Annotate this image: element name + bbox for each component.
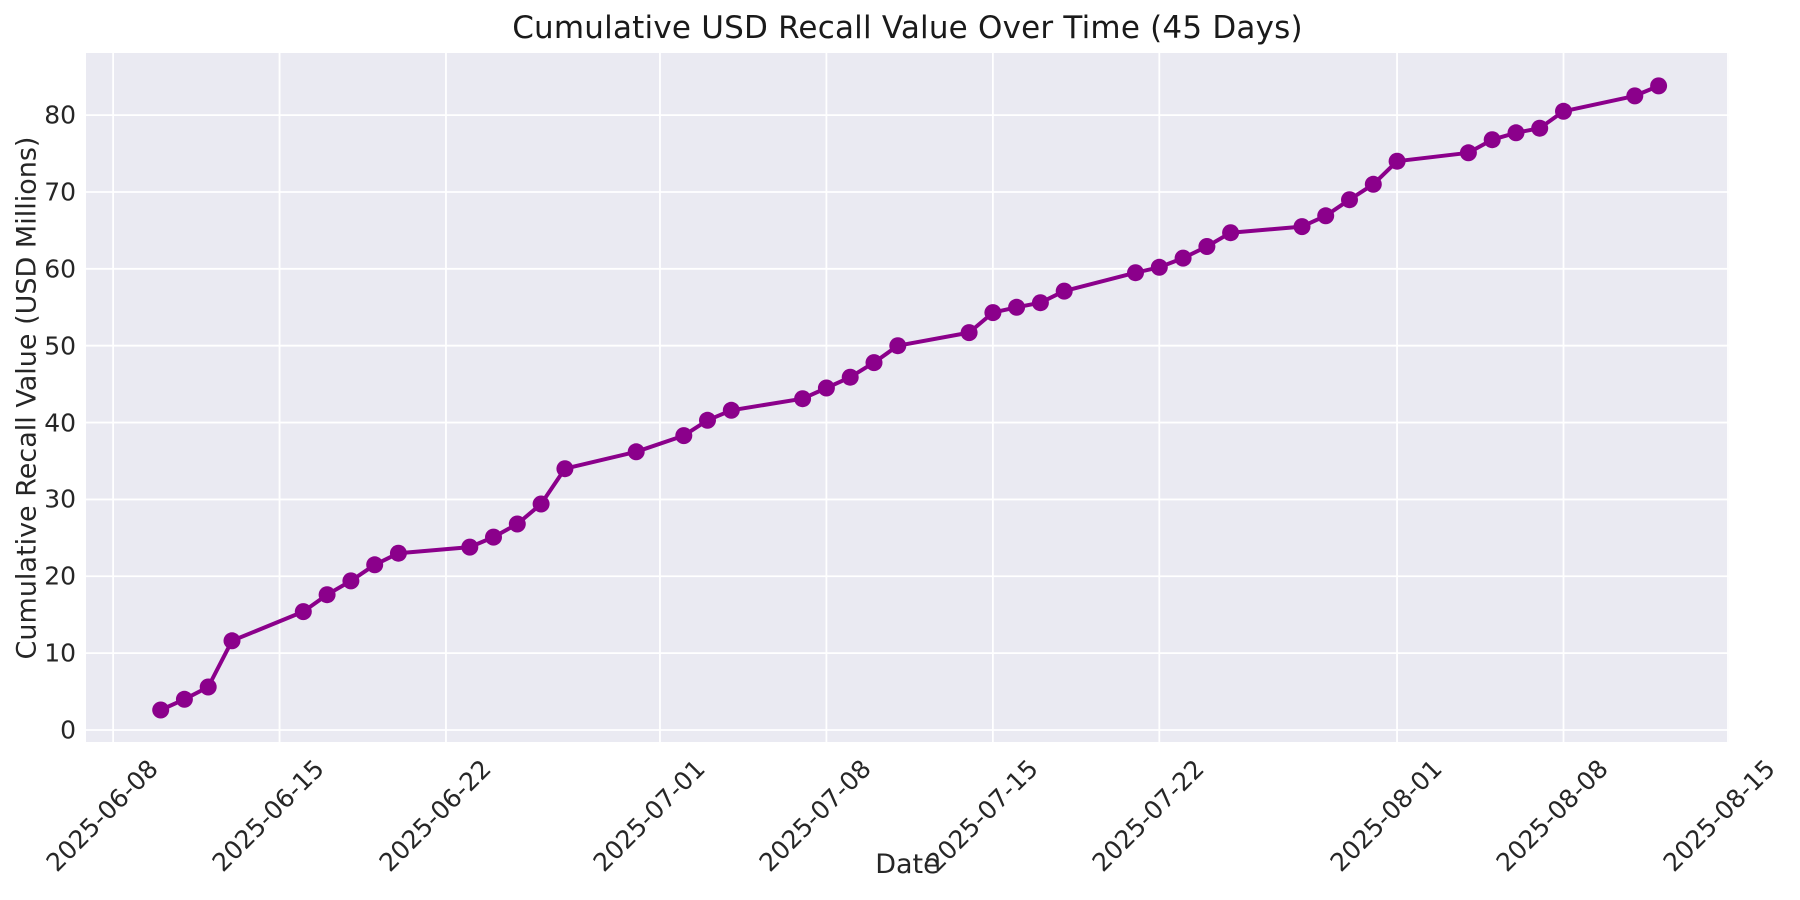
data-point-marker [556,460,574,478]
data-point-marker [1150,258,1168,276]
chart-title: Cumulative USD Recall Value Over Time (4… [512,10,1303,46]
y-tick-label: 30 [44,484,76,514]
data-point-marker [1008,298,1026,316]
data-point-marker [223,632,241,650]
data-point-marker [1341,191,1358,209]
plot-background [86,53,1729,742]
data-point-marker [1555,102,1572,120]
data-point-marker [175,690,193,708]
data-point-marker [1222,224,1240,242]
y-tick-label: 0 [60,715,76,745]
data-point-marker [532,495,550,513]
data-point-marker [960,324,978,342]
y-tick-label: 60 [44,254,76,284]
data-point-marker [1031,294,1049,312]
data-point-marker [1317,207,1335,225]
y-tick-label: 20 [44,561,76,591]
data-point-marker [722,401,740,419]
data-point-marker [865,354,883,372]
data-point-marker [794,390,812,408]
data-point-marker [1174,249,1192,267]
y-axis-label: Cumulative Recall Value (USD Millions) [11,136,43,660]
data-point-marker [1459,144,1477,162]
data-point-marker [1531,119,1549,137]
data-point-marker [1483,131,1501,149]
data-point-marker [675,427,693,445]
data-point-marker [1388,152,1406,170]
data-point-marker [841,368,859,386]
y-tick-label: 70 [44,177,76,207]
data-point-marker [366,556,384,574]
data-point-marker [318,586,336,604]
data-point-marker [152,701,170,719]
data-point-marker [817,379,835,397]
data-point-marker [461,538,479,556]
data-point-marker [294,603,312,621]
data-point-marker [1364,175,1382,193]
data-point-marker [1055,282,1073,300]
y-tick-label: 40 [44,408,76,438]
data-point-marker [1127,264,1144,282]
data-point-marker [389,544,407,562]
data-point-marker [199,678,217,696]
data-point-marker [342,572,360,590]
data-point-marker [627,443,645,461]
data-point-marker [889,337,907,355]
data-point-marker [1626,87,1644,105]
data-point-marker [1507,124,1525,142]
data-point-marker [485,528,502,546]
y-tick-label: 10 [44,638,76,668]
data-point-marker [1650,77,1668,95]
data-point-marker [1198,238,1216,255]
data-point-marker [1293,218,1311,236]
data-point-marker [508,515,526,533]
y-tick-label: 80 [44,100,76,130]
data-point-marker [984,304,1002,322]
data-point-marker [699,411,716,429]
x-axis-label: Date [875,849,940,880]
y-tick-label: 50 [44,331,76,361]
